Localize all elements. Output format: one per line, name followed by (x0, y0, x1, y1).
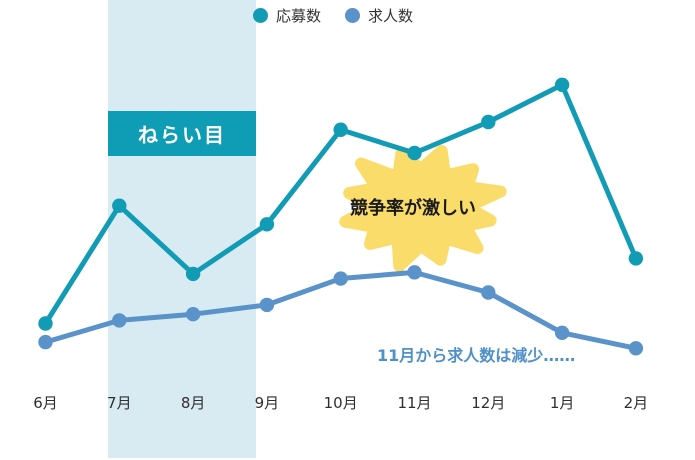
legend-item-applications: 応募数 (253, 5, 321, 26)
data-point (481, 285, 496, 300)
x-axis-label: 1月 (549, 394, 575, 412)
burst-shape (339, 144, 507, 272)
data-point (628, 341, 644, 356)
x-axis-label: 10月 (323, 394, 358, 412)
legend: 応募数 求人数 (253, 5, 413, 26)
legend-label-applications: 応募数 (276, 7, 322, 25)
note-annotation: 11月から求人数は減少…… (377, 346, 576, 365)
highlight-label: ねらい目 (138, 123, 226, 147)
data-point (333, 122, 348, 137)
data-point (38, 334, 53, 350)
data-point (185, 266, 201, 282)
highlight-band (108, 0, 256, 458)
data-point (185, 307, 201, 322)
data-point (38, 316, 53, 331)
burst-callout-label: 競争率が激しい (350, 198, 476, 219)
highlight-label-box: ねらい目 (108, 111, 256, 156)
data-point (554, 77, 570, 93)
x-axis-label: 6月 (33, 394, 58, 412)
data-point (407, 145, 422, 161)
x-axis-label: 11月 (397, 394, 432, 412)
legend-dot-openings-icon (345, 8, 361, 23)
data-point (333, 271, 348, 286)
legend-item-openings: 求人数 (345, 5, 413, 26)
x-axis: 6月 7月 8月 9月 10月 11月 12月 1月 2月 (0, 392, 695, 412)
legend-dot-applications-icon (253, 8, 268, 23)
data-point (554, 325, 570, 340)
x-axis-label: 2月 (623, 394, 649, 412)
legend-label-openings: 求人数 (368, 7, 414, 25)
data-point (112, 198, 127, 213)
data-point (628, 251, 644, 266)
data-point (259, 217, 275, 232)
data-point (407, 265, 422, 280)
x-axis-label: 8月 (180, 394, 206, 412)
x-axis-label: 7月 (107, 394, 132, 412)
data-point (112, 313, 127, 328)
x-axis-label: 12月 (471, 394, 506, 412)
data-point (481, 114, 496, 130)
x-axis-label: 9月 (254, 394, 280, 412)
data-point (259, 297, 275, 313)
